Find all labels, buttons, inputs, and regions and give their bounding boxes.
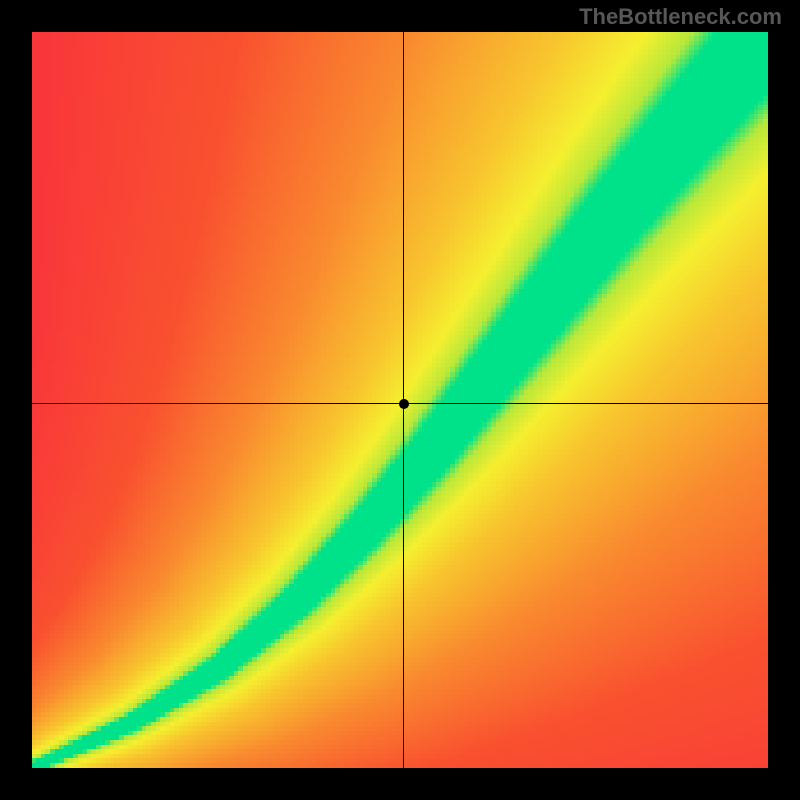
watermark-text: TheBottleneck.com <box>579 4 782 30</box>
chart-container: TheBottleneck.com <box>0 0 800 800</box>
crosshair-dot <box>398 398 410 410</box>
